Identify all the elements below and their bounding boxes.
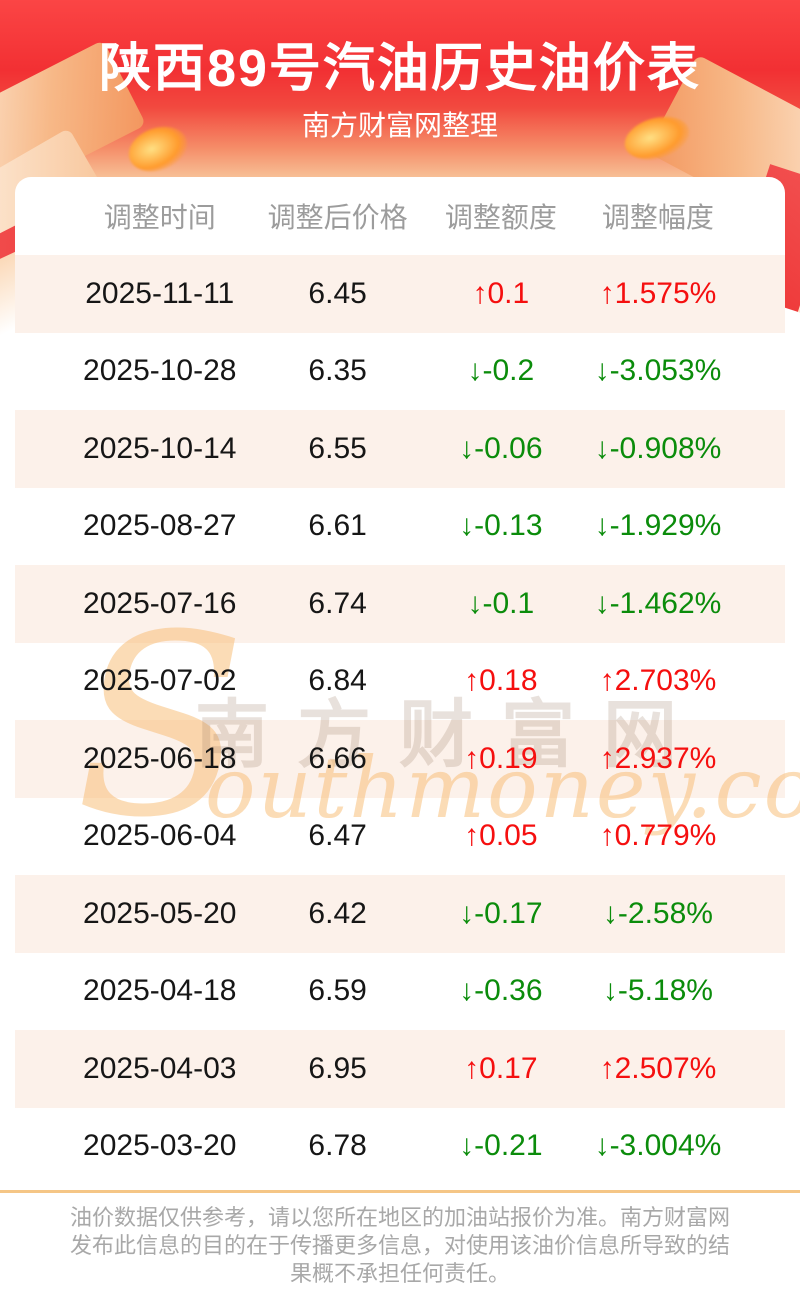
table-row: 2025-06-04 6.47 ↑0.05 ↑0.779%: [15, 798, 785, 876]
table-row: 2025-05-20 6.42 ↓-0.17 ↓-2.58%: [15, 875, 785, 953]
cell-change-percent: ↑1.575%: [599, 276, 717, 310]
cell-adjusted-price: 6.47: [308, 819, 367, 853]
cell-change-percent: ↑2.703%: [599, 664, 717, 698]
cell-adjust-date: 2025-03-20: [83, 1129, 237, 1163]
cell-adjusted-price: 6.61: [308, 509, 367, 543]
column-header-adjust-time: 调整时间: [103, 202, 216, 233]
cell-adjust-date: 2025-04-18: [83, 974, 237, 1008]
cell-adjusted-price: 6.95: [308, 1051, 367, 1085]
table-row: 2025-10-28 6.35 ↓-0.2 ↓-3.053%: [15, 333, 785, 411]
cell-change-amount: ↓-0.17: [459, 896, 543, 930]
cell-adjust-date: 2025-08-27: [83, 509, 237, 543]
cell-adjusted-price: 6.66: [308, 741, 367, 775]
footer-disclaimer: 油价数据仅供参考，请以您所在地区的加油站报价为准。南方财富网发布此信息的目的在于…: [69, 1205, 730, 1286]
cell-adjusted-price: 6.42: [308, 896, 367, 930]
table-header-row: 调整时间 调整后价格 调整额度 调整幅度: [15, 177, 785, 255]
watermark-english: outhmoney.com: [205, 739, 800, 837]
table-row: 2025-08-27 6.61 ↓-0.13 ↓-1.929%: [15, 488, 785, 566]
cell-change-percent: ↓-5.18%: [602, 974, 713, 1008]
table-row: 2025-03-20 6.78 ↓-0.21 ↓-3.004%: [15, 1108, 785, 1186]
cell-adjust-date: 2025-05-20: [83, 896, 237, 930]
page-title: 陕西89号汽油历史油价表: [99, 40, 701, 98]
cell-change-amount: ↑0.05: [464, 819, 538, 853]
cell-change-amount: ↑0.17: [464, 1051, 538, 1085]
cell-change-amount: ↓-0.13: [459, 509, 543, 543]
column-header-adjust-amount: 调整额度: [444, 202, 557, 233]
cell-change-percent: ↑2.507%: [599, 1051, 717, 1085]
cell-change-amount: ↓-0.2: [467, 354, 535, 388]
cell-change-amount: ↓-0.36: [459, 974, 543, 1008]
cell-adjust-date: 2025-07-02: [83, 664, 237, 698]
table-row: 2025-04-03 6.95 ↑0.17 ↑2.507%: [15, 1030, 785, 1108]
cell-change-percent: ↑2.937%: [599, 741, 717, 775]
cell-change-amount: ↑0.1: [472, 276, 530, 310]
cell-adjusted-price: 6.45: [308, 276, 367, 310]
table-row: 2025-06-18 6.66 ↑0.19 ↑2.937%: [15, 720, 785, 798]
table-row: 2025-04-18 6.59 ↓-0.36 ↓-5.18%: [15, 953, 785, 1031]
cell-adjusted-price: 6.55: [308, 431, 367, 465]
cell-adjusted-price: 6.59: [308, 974, 367, 1008]
cell-change-percent: ↓-1.462%: [594, 586, 722, 620]
cell-change-amount: ↓-0.1: [467, 586, 535, 620]
table-row: 2025-10-14 6.55 ↓-0.06 ↓-0.908%: [15, 410, 785, 488]
cell-change-percent: ↓-3.053%: [594, 354, 722, 388]
cell-change-percent: ↓-0.908%: [594, 431, 722, 465]
table-row: 2025-07-02 6.84 ↑0.18 ↑2.703%: [15, 643, 785, 721]
table-row: 2025-11-11 6.45 ↑0.1 ↑1.575%: [15, 255, 785, 333]
cell-change-amount: ↓-0.06: [459, 431, 543, 465]
table-row: 2025-07-16 6.74 ↓-0.1 ↓-1.462%: [15, 565, 785, 643]
price-table-body: 2025-11-11 6.45 ↑0.1 ↑1.575% 2025-10-28 6.35 ↓…: [15, 255, 785, 1185]
cell-adjust-date: 2025-06-04: [83, 819, 237, 853]
column-header-adjusted-price: 调整后价格: [267, 202, 408, 233]
cell-adjust-date: 2025-06-18: [83, 741, 237, 775]
cell-change-percent: ↓-2.58%: [602, 896, 713, 930]
cell-change-amount: ↓-0.21: [459, 1129, 543, 1163]
cell-change-percent: ↓-3.004%: [594, 1129, 722, 1163]
watermark-s-swoosh: S: [75, 581, 247, 872]
cell-adjust-date: 2025-04-03: [83, 1051, 237, 1085]
cell-adjust-date: 2025-11-11: [85, 276, 235, 310]
cell-adjusted-price: 6.78: [308, 1129, 367, 1163]
cell-adjust-date: 2025-07-16: [83, 586, 237, 620]
cell-change-percent: ↓-1.929%: [594, 509, 722, 543]
page-subtitle: 南方财富网整理: [301, 110, 498, 141]
cell-adjusted-price: 6.74: [308, 586, 367, 620]
cell-adjusted-price: 6.35: [308, 354, 367, 388]
column-header-adjust-range: 调整幅度: [601, 202, 714, 233]
price-table-card: 调整时间 调整后价格 调整额度 调整幅度 S 南方财富网 outhmoney.c…: [15, 177, 800, 1185]
cell-change-amount: ↑0.19: [464, 741, 538, 775]
footer-divider: [0, 1190, 800, 1193]
cell-change-percent: ↑0.779%: [599, 819, 717, 853]
cell-adjusted-price: 6.84: [308, 664, 367, 698]
watermark-chinese: 南方财富网: [195, 693, 705, 776]
cell-change-amount: ↑0.18: [464, 664, 538, 698]
cell-adjust-date: 2025-10-14: [83, 431, 237, 465]
cell-adjust-date: 2025-10-28: [83, 354, 237, 388]
